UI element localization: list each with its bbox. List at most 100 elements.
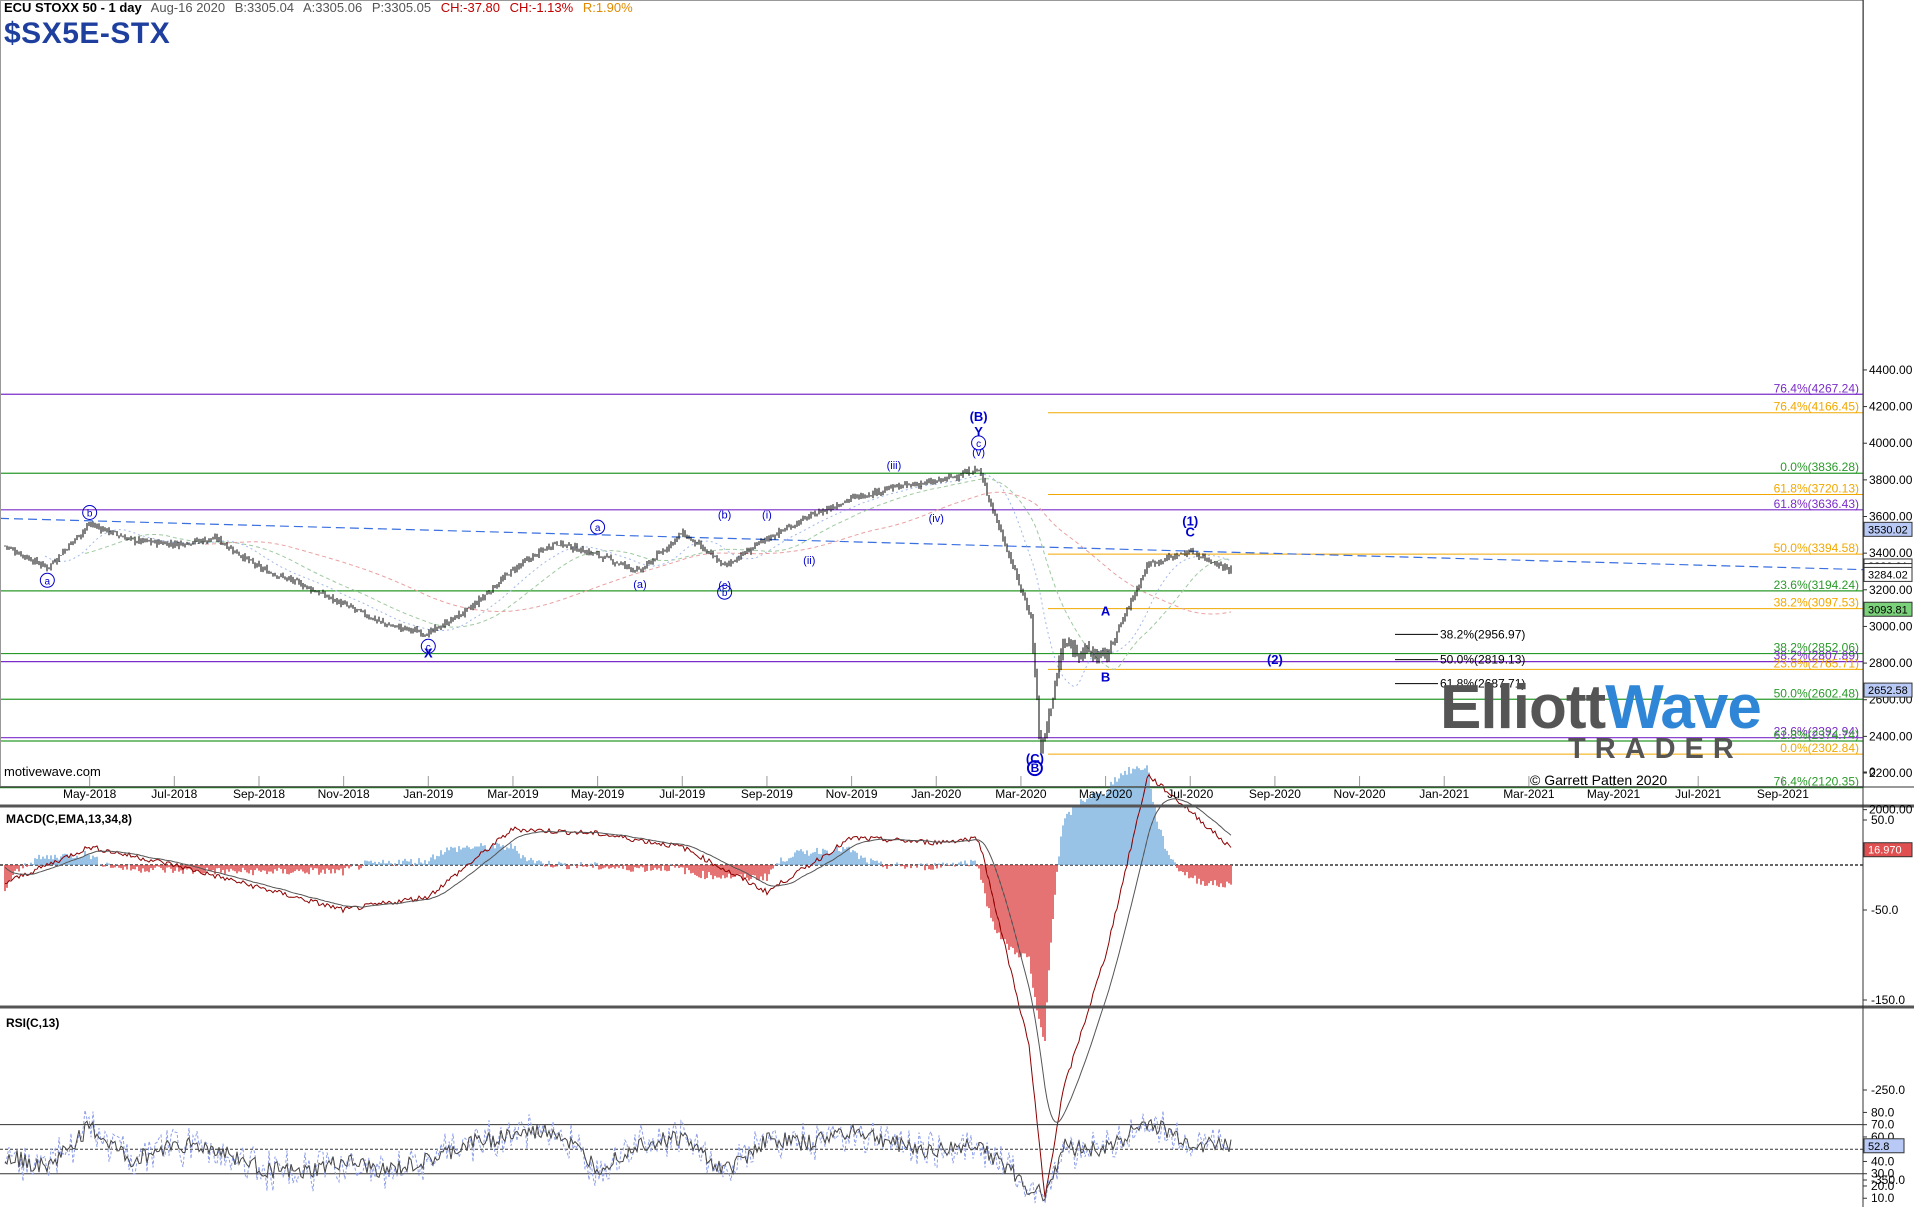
- quote-ask: A:3305.06: [302, 0, 363, 15]
- rsi-y-tick-label: 30.0: [1871, 1167, 1895, 1181]
- fib-label: 23.6%(3194.24): [1774, 578, 1859, 592]
- macd-signal-line: [4, 798, 1232, 1123]
- x-tick-label: Mar-2021: [1503, 787, 1555, 801]
- wave-label: A: [1101, 603, 1111, 618]
- macd-panel: 50.0 -50.0 -150.0 -250.0 -350.0 16.970: [0, 765, 1913, 1198]
- x-tick-label: Jan-2020: [911, 787, 961, 801]
- price-y-tick-label: 2400.00: [1869, 729, 1913, 743]
- price-tag: [1863, 566, 1913, 582]
- elliottwave-logo: ElliottWave TRADER © Garrett Patten 2020: [1440, 672, 1762, 792]
- macd-y-tick-label: -250.0: [1871, 1083, 1905, 1097]
- price-y-tick-label: 2800.00: [1869, 656, 1913, 670]
- logo-word-elliott: Elliott: [1440, 673, 1606, 742]
- price-bars: [4, 465, 1232, 754]
- quote-range: R:1.90%: [582, 0, 633, 15]
- rsi-value-label: 52.8: [1868, 1141, 1889, 1153]
- x-tick-label: Jul-2021: [1675, 787, 1721, 801]
- rsi-y-tick-label: 20.0: [1871, 1179, 1895, 1193]
- ma-layer: [44, 473, 1232, 687]
- quote-bid: B:3305.04: [234, 0, 295, 15]
- wave-label: (v): [972, 447, 985, 459]
- price-y-tick-label: 3400.00: [1869, 546, 1913, 560]
- price-panel-frame: [0, 0, 1864, 787]
- x-tick-label: Nov-2018: [318, 787, 370, 801]
- wave-label: (1): [1182, 514, 1198, 529]
- macd-y-tick-label: -350.0: [1871, 1173, 1905, 1187]
- x-tick-label: Jan-2019: [403, 787, 453, 801]
- fib-label: 38.2%(2807.89): [1774, 649, 1859, 663]
- wave-circle: [971, 435, 987, 451]
- wave-label: b: [87, 509, 93, 520]
- rsi-title: RSI(C,13): [6, 1016, 60, 1030]
- logo-trader: TRADER: [1568, 733, 1743, 765]
- target-label: 50.0%(2819.13): [1440, 653, 1525, 667]
- symbol-title: $SX5E-STX: [4, 17, 171, 50]
- wave-labels: bacXa(a)(b)(c)b(i)(ii)(iii)(iv)(v)cY(B)(…: [39, 409, 1283, 777]
- price-y-tick-label: 2000.00: [1869, 803, 1913, 817]
- price-y-tick-label: 3200.00: [1869, 583, 1913, 597]
- quote-price: P:3305.05: [371, 0, 432, 15]
- price-tag: [1863, 682, 1913, 698]
- fib-label: 76.4%(4267.24): [1774, 381, 1859, 395]
- price-y-tick-label: 2200.00: [1869, 766, 1913, 780]
- price-y-tick-label: 3600.00: [1869, 510, 1913, 524]
- price-tag-label: 2652.58: [1868, 685, 1908, 697]
- price-tag-label: 3530.02: [1868, 524, 1908, 536]
- moving-average: [84, 478, 1232, 670]
- macd-y-tick-label: -150.0: [1871, 993, 1905, 1007]
- wave-circle: [39, 572, 55, 588]
- rsi-panel: 80.070.060.050.040.030.020.010.052.8: [0, 1105, 1905, 1205]
- wave-label: (B): [970, 409, 988, 424]
- fib-label: 38.2%(2852.06): [1774, 641, 1859, 655]
- moving-average: [44, 473, 1232, 687]
- x-tick-label: Sep-2019: [741, 787, 793, 801]
- wave-label: B: [1101, 669, 1110, 684]
- logo-wordmark: ElliottWave: [1440, 672, 1762, 743]
- price-y-tick-label: 4400.00: [1869, 363, 1913, 377]
- wave-label: B: [1031, 761, 1040, 775]
- macd-value-label: 16.970: [1868, 845, 1902, 857]
- x-tick-label: May-2020: [1079, 787, 1133, 801]
- target-label: 38.2%(2956.97): [1440, 627, 1525, 641]
- wave-label: (ii): [803, 555, 815, 567]
- quote-change-pct: CH:-1.13%: [509, 0, 574, 15]
- logo-copyright: © Garrett Patten 2020: [1530, 772, 1668, 788]
- price-y-tick-label: 3800.00: [1869, 473, 1913, 487]
- wave-circle: [420, 638, 436, 654]
- fib-layer: 76.4%(4267.24) 76.4%(4166.45) 0.0%(3836.28…: [0, 381, 1864, 789]
- fib-label: 61.8%(3720.13): [1774, 481, 1859, 495]
- wave-label: c: [426, 642, 431, 653]
- quote-change: CH:-37.80: [440, 0, 500, 15]
- fib-label: 76.4%(2120.35): [1774, 775, 1859, 789]
- target-label: 61.8%(2687.71): [1440, 677, 1525, 691]
- fib-label: 23.6%(2392.94): [1774, 725, 1859, 739]
- macd-title: MACD(C,EMA,13,34,8): [6, 812, 133, 826]
- price-y-tick-label: 4200.00: [1869, 400, 1913, 414]
- wave-label: (iv): [929, 513, 944, 525]
- x-tick-label: Sep-2018: [233, 787, 285, 801]
- fib-label: 61.8%(2374.74): [1774, 728, 1859, 742]
- x-tick-label: May-2019: [571, 787, 625, 801]
- fib-label: 76.4%(4166.45): [1774, 400, 1859, 414]
- rsi-y-tick-label: 80.0: [1871, 1105, 1895, 1119]
- macd-value-tag: [1863, 842, 1913, 858]
- wave-label: C: [1186, 525, 1196, 540]
- wave-circle: [717, 584, 733, 600]
- x-tick-label: Nov-2020: [1334, 787, 1386, 801]
- fib-label: 61.8%(3636.43): [1774, 497, 1859, 511]
- x-tick-label: Jul-2020: [1167, 787, 1213, 801]
- instrument-title: ECU STOXX 50 - 1 day: [4, 0, 142, 15]
- wave-label: (iii): [887, 460, 902, 472]
- trend-line: [0, 517, 1864, 571]
- chart-header: ECU STOXX 50 - 1 day Aug-16 2020 B:3305.…: [4, 0, 639, 15]
- x-tick-label: Sep-2020: [1249, 787, 1301, 801]
- rsi-line: [4, 1118, 1232, 1202]
- x-tick-label: May-2018: [63, 787, 117, 801]
- rsi-y-tick-label: 40.0: [1871, 1154, 1895, 1168]
- wave-label: (2): [1267, 652, 1283, 667]
- rsi-value-tag: [1863, 1138, 1905, 1154]
- rsi-y-tick-label: 10.0: [1871, 1191, 1895, 1205]
- wave-circle: [82, 505, 98, 521]
- fib-label: 0.0%(2302.84): [1780, 741, 1859, 755]
